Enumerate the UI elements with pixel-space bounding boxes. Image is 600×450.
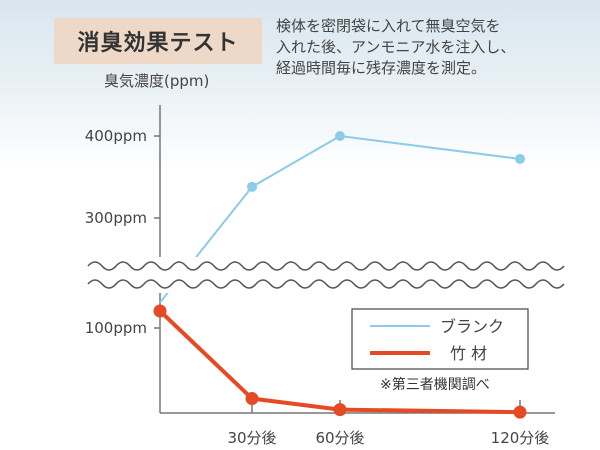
test-description: 検体を密閉袋に入れて無臭空気を 入れた後、アンモニア水を注入し、 経過時間毎に残… (276, 16, 576, 79)
legend-label-bamboo: 竹 材 (450, 344, 487, 363)
data-point-blank (515, 153, 525, 164)
y-tick-label: 400ppm (85, 127, 147, 145)
data-point-bamboo (153, 304, 167, 318)
description-line: 検体を密閉袋に入れて無臭空気を (276, 17, 501, 35)
source-note: ※第三者機関調べ (380, 376, 490, 393)
data-point-bamboo (333, 403, 347, 417)
data-point-bamboo (245, 392, 259, 406)
series-line-bamboo (158, 309, 521, 415)
data-point-bamboo (513, 405, 527, 419)
description-line: 経過時間毎に残存濃度を測定。 (276, 59, 487, 77)
series-line-blank (159, 135, 521, 304)
y-tick-label: 300ppm (85, 209, 147, 227)
x-tick-label: 120分後 (491, 429, 550, 447)
legend-box (351, 308, 529, 370)
legend-label-blank: ブランク (440, 317, 504, 336)
legend: ブランク 竹 材 (351, 308, 529, 370)
y-tick-label: 100ppm (85, 319, 147, 337)
chart-title: 消臭効果テスト (54, 18, 262, 64)
x-tick-label: 60分後 (315, 429, 364, 447)
data-point-blank (247, 181, 257, 192)
axis-break (87, 257, 565, 293)
x-tick-label: 30分後 (227, 429, 276, 447)
axis-break-wave-lower (87, 279, 565, 289)
y-axis-label: 臭気濃度(ppm) (104, 72, 210, 90)
description-line: 入れた後、アンモニア水を注入し、 (276, 38, 516, 56)
axis-break-wave-upper (87, 261, 565, 271)
data-point-blank (335, 131, 345, 141)
